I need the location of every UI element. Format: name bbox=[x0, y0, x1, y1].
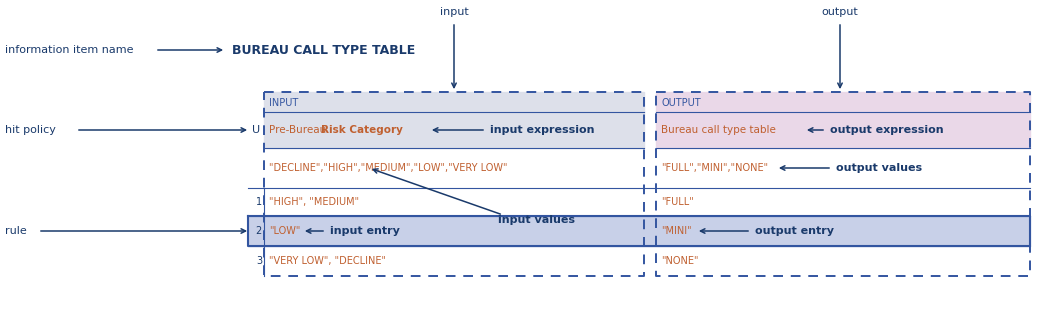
Text: "HIGH", "MEDIUM": "HIGH", "MEDIUM" bbox=[269, 197, 359, 207]
Text: "MINI": "MINI" bbox=[661, 226, 691, 236]
Text: 2: 2 bbox=[256, 226, 262, 236]
Text: INPUT: INPUT bbox=[269, 98, 299, 108]
Text: rule: rule bbox=[5, 226, 27, 236]
Text: U: U bbox=[252, 125, 260, 135]
Text: "NONE": "NONE" bbox=[661, 256, 698, 266]
Text: "FULL","MINI","NONE": "FULL","MINI","NONE" bbox=[661, 163, 768, 173]
Text: "FULL": "FULL" bbox=[661, 197, 694, 207]
Text: 3: 3 bbox=[256, 256, 262, 266]
Text: "DECLINE","HIGH","MEDIUM","LOW","VERY LOW": "DECLINE","HIGH","MEDIUM","LOW","VERY LO… bbox=[269, 163, 507, 173]
Text: input: input bbox=[440, 7, 469, 17]
Text: BUREAU CALL TYPE TABLE: BUREAU CALL TYPE TABLE bbox=[232, 44, 416, 57]
Text: input values: input values bbox=[498, 215, 575, 225]
Text: output expression: output expression bbox=[830, 125, 944, 135]
Text: input expression: input expression bbox=[490, 125, 594, 135]
Text: output: output bbox=[822, 7, 858, 17]
Text: output values: output values bbox=[836, 163, 922, 173]
Text: "LOW": "LOW" bbox=[269, 226, 301, 236]
Text: OUTPUT: OUTPUT bbox=[661, 98, 701, 108]
Text: hit policy: hit policy bbox=[5, 125, 56, 135]
Text: information item name: information item name bbox=[5, 45, 134, 55]
Text: output entry: output entry bbox=[755, 226, 834, 236]
Text: "VERY LOW", "DECLINE": "VERY LOW", "DECLINE" bbox=[269, 256, 386, 266]
Text: Risk Category: Risk Category bbox=[321, 125, 403, 135]
Text: Pre-Bureau: Pre-Bureau bbox=[269, 125, 330, 135]
Text: 1: 1 bbox=[256, 197, 262, 207]
Text: Bureau call type table: Bureau call type table bbox=[661, 125, 776, 135]
Text: input entry: input entry bbox=[330, 226, 400, 236]
